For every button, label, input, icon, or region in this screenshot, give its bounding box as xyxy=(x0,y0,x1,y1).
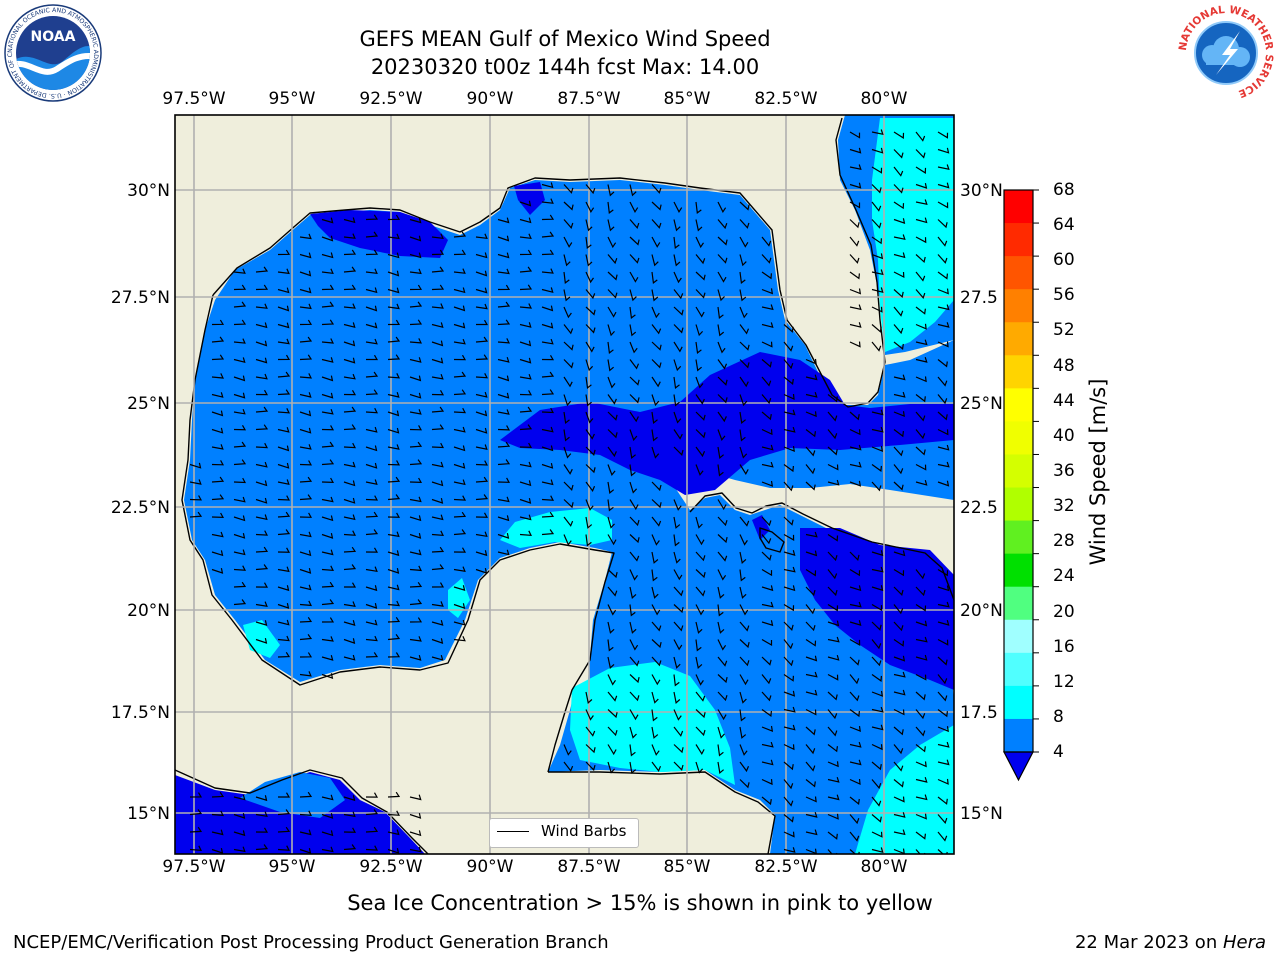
lon-tick-top-90w: 90°W xyxy=(466,89,514,109)
legend xyxy=(489,818,639,848)
colorbar-segment xyxy=(1004,553,1033,588)
lat-tick-right-22.5n: 22.5 xyxy=(960,498,998,518)
lon-tick-top-97.5w: 97.5°W xyxy=(162,89,226,109)
lat-tick-left-17.5n: 17.5°N xyxy=(110,703,170,723)
colorbar-tick-60: 60 xyxy=(1053,250,1075,270)
colorbar-segment xyxy=(1004,223,1033,257)
noaa-logo: NATIONAL OCEANIC AND ATMOSPHERIC ADMINIS… xyxy=(3,3,102,102)
colorbar-segment xyxy=(1004,586,1033,621)
colorbar-tick-20: 20 xyxy=(1053,602,1075,622)
lon-tick-bottom-90w: 90°W xyxy=(466,857,514,877)
coastline xyxy=(175,117,954,854)
wind-barbs xyxy=(189,129,950,854)
lat-tick-right-20n: 20°N xyxy=(960,601,1003,621)
colorbar-tick-8: 8 xyxy=(1053,707,1064,727)
legend-label: Wind Barbs xyxy=(541,822,627,840)
lon-tick-bottom-92.5w: 92.5°W xyxy=(359,857,423,877)
lon-tick-bottom-87.5w: 87.5°W xyxy=(557,857,621,877)
colorbar-segment xyxy=(1004,454,1033,489)
colorbar-tick-24: 24 xyxy=(1053,566,1075,586)
colorbar-tick-32: 32 xyxy=(1053,496,1075,516)
colorbar-segment xyxy=(1004,355,1033,389)
colorbar-tick-52: 52 xyxy=(1053,320,1075,340)
colorbar xyxy=(1003,189,1039,782)
lon-tick-top-87.5w: 87.5°W xyxy=(557,89,621,109)
lon-tick-bottom-80w: 80°W xyxy=(860,857,908,877)
colorbar-tick-68: 68 xyxy=(1053,180,1075,200)
lat-tick-left-20n: 20°N xyxy=(127,601,170,621)
svg-text:NOAA: NOAA xyxy=(31,29,76,45)
legend-line-icon xyxy=(497,831,529,832)
colorbar-tick-36: 36 xyxy=(1053,461,1075,481)
lat-tick-right-15n: 15°N xyxy=(960,804,1003,824)
sea-ice-note: Sea Ice Concentration > 15% is shown in … xyxy=(347,891,933,915)
colorbar-segment xyxy=(1004,520,1033,555)
colorbar-segment xyxy=(1004,256,1033,290)
lat-tick-left-30n: 30°N xyxy=(127,181,170,201)
lat-tick-right-30n: 30°N xyxy=(960,181,1003,201)
lon-tick-top-82.5w: 82.5°W xyxy=(754,89,818,109)
colorbar-segment xyxy=(1004,652,1033,687)
colorbar-tick-12: 12 xyxy=(1053,672,1075,692)
footer-credit: NCEP/EMC/Verification Post Processing Pr… xyxy=(13,932,609,953)
lon-tick-bottom-95w: 95°W xyxy=(268,857,316,877)
lat-tick-left-27.5n: 27.5°N xyxy=(110,288,170,308)
lon-tick-bottom-85w: 85°W xyxy=(663,857,711,877)
nws-logo: NATIONAL WEATHER SERVICE xyxy=(1177,4,1275,101)
colorbar-segment xyxy=(1004,289,1033,323)
lon-tick-top-80w: 80°W xyxy=(860,89,908,109)
lon-tick-top-95w: 95°W xyxy=(268,89,316,109)
colorbar-segment xyxy=(1004,322,1033,356)
map-title: GEFS MEAN Gulf of Mexico Wind Speed xyxy=(359,27,771,51)
colorbar-tick-64: 64 xyxy=(1053,215,1075,235)
wind-barb-field xyxy=(189,129,950,854)
map-frame xyxy=(174,114,955,855)
lon-tick-bottom-82.5w: 82.5°W xyxy=(754,857,818,877)
colorbar-tick-44: 44 xyxy=(1053,391,1075,411)
lon-tick-top-92.5w: 92.5°W xyxy=(359,89,423,109)
colorbar-segment xyxy=(1004,421,1033,455)
colorbar-tick-16: 16 xyxy=(1053,637,1075,657)
lon-tick-bottom-97.5w: 97.5°W xyxy=(162,857,226,877)
lat-tick-left-25n: 25°N xyxy=(127,394,170,414)
colorbar-segment xyxy=(1004,619,1033,654)
colorbar-extend xyxy=(1003,751,1034,782)
colorbar-tick-40: 40 xyxy=(1053,426,1075,446)
graticule xyxy=(175,115,954,854)
lat-tick-right-25n: 25°N xyxy=(960,394,1003,414)
lat-tick-left-15n: 15°N xyxy=(127,804,170,824)
lon-tick-top-85w: 85°W xyxy=(663,89,711,109)
footer-date-text: 22 Mar 2023 on xyxy=(1074,932,1223,953)
colorbar-segment xyxy=(1004,718,1033,753)
colorbar-segment xyxy=(1004,190,1033,224)
colorbar-tick-56: 56 xyxy=(1053,285,1075,305)
footer-machine: Hera xyxy=(1222,932,1266,953)
map-subtitle: 20230320 t00z 144h fcst Max: 14.00 xyxy=(370,55,760,79)
colorbar-label: Wind Speed [m/s] xyxy=(1086,378,1110,566)
colorbar-frame xyxy=(1003,189,1034,753)
colorbar-tick-48: 48 xyxy=(1053,356,1075,376)
colorbar-segment xyxy=(1004,487,1033,522)
lat-tick-right-17.5n: 17.5 xyxy=(960,703,998,723)
footer-date: 22 Mar 2023 on Hera xyxy=(1075,932,1266,953)
colorbar-tick-28: 28 xyxy=(1053,531,1075,551)
colorbar-segment xyxy=(1004,685,1033,720)
colorbar-segment xyxy=(1004,388,1033,422)
lat-tick-left-22.5n: 22.5°N xyxy=(110,498,170,518)
lat-tick-right-27.5n: 27.5 xyxy=(960,288,998,308)
colorbar-tick-4: 4 xyxy=(1053,742,1064,762)
